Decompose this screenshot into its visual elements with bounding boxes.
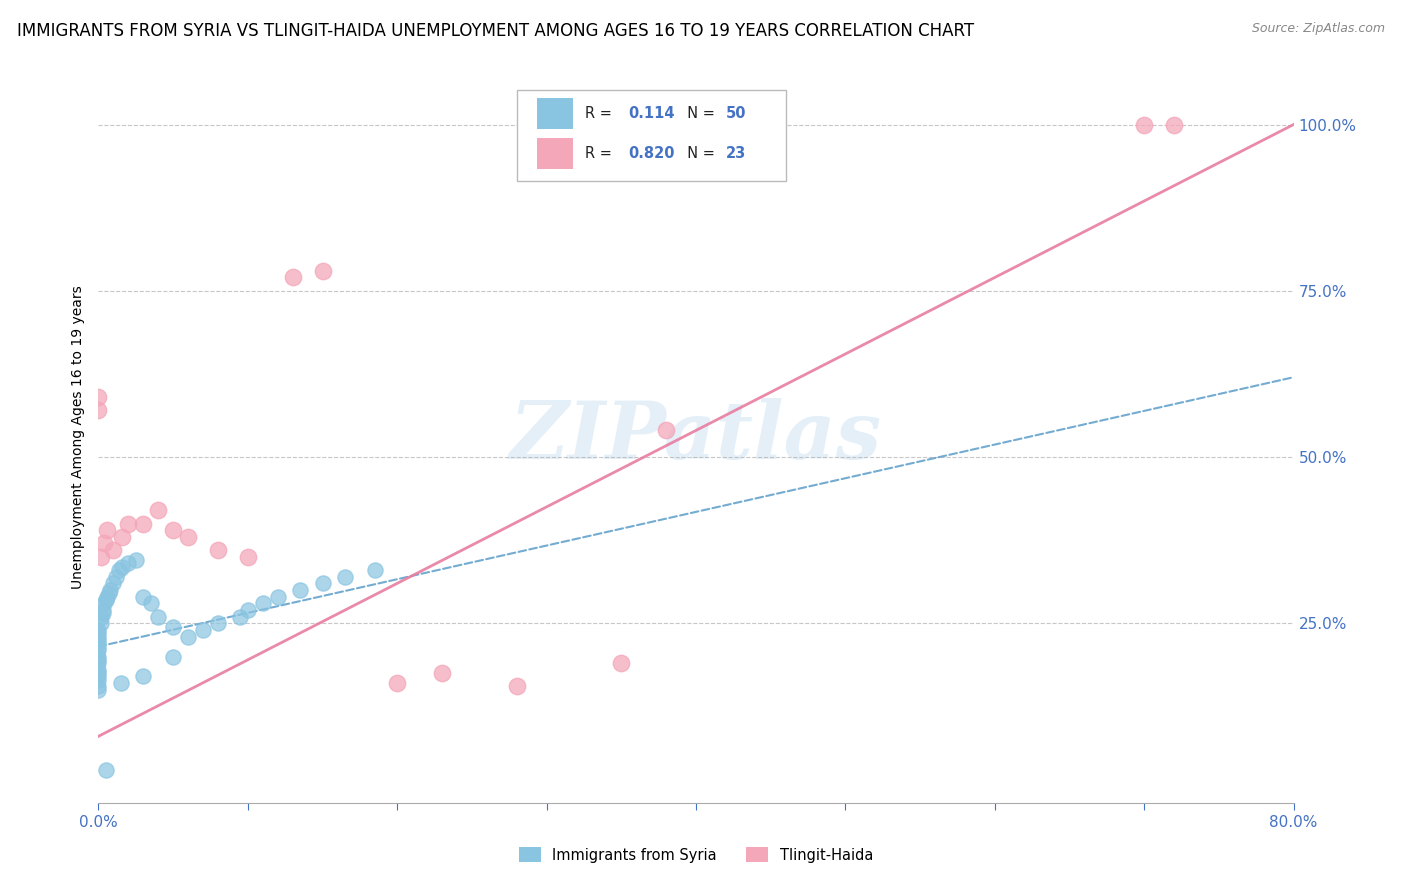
Point bbox=[103, 576, 125, 591]
Text: 0.114: 0.114 bbox=[628, 106, 675, 120]
Text: 50: 50 bbox=[725, 106, 747, 120]
Point bbox=[207, 616, 229, 631]
Text: 23: 23 bbox=[725, 146, 747, 161]
Point bbox=[87, 630, 110, 644]
Text: N =: N = bbox=[678, 146, 720, 161]
Point bbox=[281, 270, 304, 285]
Point bbox=[177, 530, 200, 544]
Point bbox=[87, 626, 110, 640]
FancyBboxPatch shape bbox=[517, 90, 786, 181]
Text: IMMIGRANTS FROM SYRIA VS TLINGIT-HAIDA UNEMPLOYMENT AMONG AGES 16 TO 19 YEARS CO: IMMIGRANTS FROM SYRIA VS TLINGIT-HAIDA U… bbox=[17, 22, 974, 40]
Point bbox=[364, 563, 387, 577]
Point bbox=[87, 640, 110, 654]
Point bbox=[385, 676, 409, 690]
Point bbox=[162, 619, 184, 633]
Text: R =: R = bbox=[585, 146, 616, 161]
Point bbox=[311, 264, 333, 278]
Bar bbox=[537, 98, 572, 128]
Point bbox=[103, 543, 125, 558]
Point bbox=[87, 656, 110, 670]
Point bbox=[236, 603, 259, 617]
Point bbox=[117, 516, 139, 531]
Point bbox=[655, 424, 678, 438]
Point bbox=[96, 523, 118, 537]
Point bbox=[252, 596, 274, 610]
Point bbox=[87, 636, 110, 650]
Point bbox=[117, 557, 139, 571]
Point bbox=[87, 643, 110, 657]
Point bbox=[93, 596, 115, 610]
Point bbox=[87, 673, 110, 687]
Point bbox=[139, 596, 162, 610]
Point bbox=[91, 607, 114, 621]
Point bbox=[311, 576, 333, 591]
Point bbox=[87, 666, 110, 681]
Point bbox=[191, 623, 214, 637]
Point bbox=[97, 586, 120, 600]
Point bbox=[111, 530, 134, 544]
Text: N =: N = bbox=[678, 106, 720, 120]
Point bbox=[132, 516, 155, 531]
Point bbox=[90, 609, 112, 624]
Bar bbox=[537, 138, 572, 169]
Point bbox=[430, 666, 453, 681]
Point bbox=[87, 663, 110, 677]
Point bbox=[125, 553, 148, 567]
Text: Source: ZipAtlas.com: Source: ZipAtlas.com bbox=[1251, 22, 1385, 36]
Point bbox=[207, 543, 229, 558]
Point bbox=[93, 536, 115, 550]
Point bbox=[96, 590, 118, 604]
Point bbox=[87, 623, 110, 637]
Point bbox=[1133, 118, 1156, 132]
Point bbox=[110, 676, 132, 690]
Point bbox=[162, 649, 184, 664]
Point bbox=[267, 590, 290, 604]
Point bbox=[132, 590, 155, 604]
Point bbox=[87, 680, 110, 694]
Point bbox=[87, 649, 110, 664]
Point bbox=[333, 570, 356, 584]
Point bbox=[162, 523, 184, 537]
Point bbox=[288, 582, 311, 597]
Point bbox=[148, 503, 170, 517]
Point bbox=[111, 559, 134, 574]
Point bbox=[94, 593, 117, 607]
Point bbox=[90, 549, 112, 564]
Point bbox=[108, 563, 131, 577]
Point bbox=[229, 609, 252, 624]
Point bbox=[610, 656, 633, 670]
Point bbox=[87, 653, 110, 667]
Text: R =: R = bbox=[585, 106, 616, 120]
Point bbox=[90, 616, 112, 631]
Point bbox=[148, 609, 170, 624]
Y-axis label: Unemployment Among Ages 16 to 19 years: Unemployment Among Ages 16 to 19 years bbox=[70, 285, 84, 589]
Point bbox=[98, 582, 122, 597]
Point bbox=[94, 763, 117, 777]
Point bbox=[91, 603, 114, 617]
Point bbox=[87, 390, 110, 404]
Point bbox=[105, 570, 128, 584]
Point bbox=[1163, 118, 1185, 132]
Text: ZIPatlas: ZIPatlas bbox=[510, 399, 882, 475]
Legend: Immigrants from Syria, Tlingit-Haida: Immigrants from Syria, Tlingit-Haida bbox=[513, 841, 879, 869]
Point bbox=[87, 403, 110, 417]
Point bbox=[506, 680, 529, 694]
Point bbox=[87, 669, 110, 683]
Point bbox=[87, 682, 110, 697]
Point bbox=[177, 630, 200, 644]
Text: 0.820: 0.820 bbox=[628, 146, 675, 161]
Point bbox=[236, 549, 259, 564]
Point bbox=[87, 632, 110, 647]
Point bbox=[132, 669, 155, 683]
